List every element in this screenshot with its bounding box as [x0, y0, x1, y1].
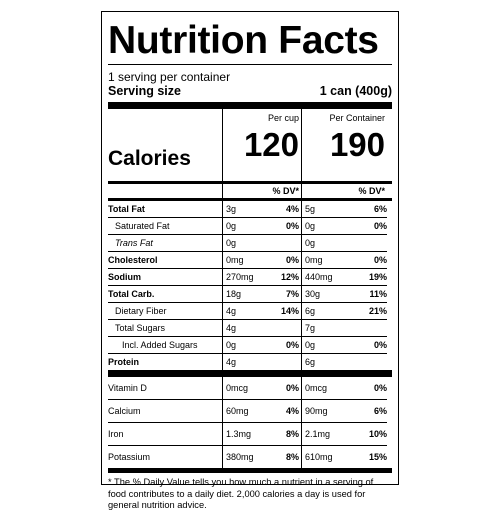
nutrient-amount-per-cup: 4g — [222, 354, 268, 370]
vitamin-amount-per-container: 2.1mg — [301, 423, 354, 446]
nutrient-amount-per-cup: 3g — [222, 201, 268, 218]
nutrient-dv-per-cup — [268, 354, 301, 370]
vitamin-amount-per-container: 610mg — [301, 446, 354, 468]
vitamin-dv-per-cup: 4% — [268, 400, 301, 423]
nutrient-name: Incl. Added Sugars — [108, 337, 222, 354]
nutrient-name: Protein — [108, 357, 140, 367]
serving-size-label: Serving size — [108, 84, 181, 98]
nutrient-dv-per-cup: 12% — [268, 269, 301, 286]
nutrient-dv-per-container: 19% — [354, 269, 387, 286]
vitamin-dv-per-container: 15% — [368, 452, 387, 462]
serving-size-value: 1 can (400g) — [319, 84, 392, 98]
nutrient-amount-per-container: 6g — [301, 303, 354, 320]
vitamin-table: Vitamin D 0mcg 0% 0mcg 0% Calcium 60mg 4% 90mg 6%… — [108, 377, 392, 468]
nutrient-name: Cholesterol — [108, 252, 222, 269]
dv-header-per-cup: % DV* — [222, 184, 301, 198]
label-title: Nutrition Facts — [108, 19, 379, 62]
nutrient-amount-per-container: 30g — [301, 286, 354, 303]
nutrient-dv-per-cup: 14% — [268, 303, 301, 320]
nutrient-name: Total Sugars — [108, 320, 222, 337]
vitamin-amount-per-cup: 380mg — [222, 446, 268, 468]
nutrient-amount-per-container: 0g — [301, 235, 354, 252]
nutrition-label: Nutrition Facts 1 serving per container … — [101, 11, 399, 510]
vitamin-dv-per-container: 0% — [354, 377, 387, 400]
nutrient-dv-per-container: 6% — [354, 201, 387, 218]
footnote: * The % Daily Value tells you how much a… — [108, 477, 374, 510]
col-header-per-cup: Per cup — [267, 113, 299, 123]
nutrient-name: Saturated Fat — [108, 218, 222, 235]
vitamin-amount-per-container: 90mg — [301, 400, 354, 423]
nutrient-dv-per-cup: 4% — [268, 201, 301, 218]
vitamin-dv-per-cup: 8% — [285, 452, 299, 462]
nutrient-name: Trans Fat — [108, 235, 222, 252]
vitamin-dv-per-cup: 8% — [268, 423, 301, 446]
servings-per-container: 1 serving per container — [108, 70, 231, 84]
nutrient-table: Total Fat 3g 4% 5g 6% Saturated Fat 0g 0% 0g 0% Tr… — [108, 201, 392, 370]
nutrient-amount-per-cup: 0g — [222, 337, 268, 354]
vitamin-amount-per-cup: 60mg — [222, 400, 268, 423]
vitamin-name: Iron — [108, 423, 222, 446]
nutrient-amount-per-container: 5g — [301, 201, 354, 218]
nutrient-amount-per-cup: 270mg — [222, 269, 268, 286]
nutrient-amount-per-cup: 0mg — [222, 252, 268, 269]
nutrient-amount-per-container: 7g — [301, 320, 354, 337]
vitamin-amount-per-cup: 1.3mg — [222, 423, 268, 446]
nutrient-dv-per-cup: 0% — [268, 252, 301, 269]
nutrient-amount-per-cup: 4g — [222, 320, 268, 337]
nutrient-dv-per-cup: 7% — [268, 286, 301, 303]
nutrient-amount-per-cup: 0g — [222, 235, 268, 252]
nutrient-amount-per-container: 6g — [301, 354, 354, 370]
serving-size-row: Serving size 1 can (400g) — [108, 84, 392, 102]
nutrient-dv-per-container — [354, 235, 387, 252]
nutrient-dv-per-container: 0% — [354, 218, 387, 235]
nutrient-name: Total Fat — [108, 201, 222, 218]
vitamin-name: Vitamin D — [108, 377, 222, 400]
nutrient-dv-per-cup: 0% — [268, 218, 301, 235]
nutrient-dv-per-container: 11% — [354, 286, 387, 303]
vitamin-dv-per-container: 6% — [354, 400, 387, 423]
nutrient-name: Sodium — [108, 269, 222, 286]
calories-per-cup: 120 — [243, 126, 299, 163]
calories-col-per-container: Per Container 190 — [301, 109, 387, 181]
nutrient-dv-per-cup: 0% — [268, 337, 301, 354]
calories-label: Calories — [108, 147, 191, 170]
nutrient-amount-per-container: 440mg — [301, 269, 354, 286]
dv-header-per-container: % DV* — [301, 184, 387, 198]
nutrient-amount-per-container: 0g — [301, 337, 354, 354]
nutrient-dv-per-container — [354, 320, 387, 337]
nutrient-dv-per-container — [354, 354, 387, 370]
nutrient-name: Total Carb. — [108, 286, 222, 303]
nutrient-amount-per-cup: 18g — [222, 286, 268, 303]
calories-per-container: 190 — [329, 126, 385, 163]
nutrient-dv-per-cup — [268, 320, 301, 337]
calories-col-per-cup: Per cup 120 — [222, 109, 301, 181]
nutrient-dv-per-cup — [268, 235, 301, 252]
vitamin-dv-per-container: 10% — [354, 423, 387, 446]
nutrient-amount-per-cup: 0g — [222, 218, 268, 235]
nutrient-name: Dietary Fiber — [108, 303, 222, 320]
nutrient-dv-per-container: 21% — [354, 303, 387, 320]
nutrient-amount-per-container: 0mg — [301, 252, 354, 269]
vitamin-name: Potassium — [108, 452, 151, 462]
dv-header-row: % DV* % DV* — [108, 184, 392, 198]
nutrient-dv-per-container: 0% — [354, 337, 387, 354]
nutrient-amount-per-container: 0g — [301, 218, 354, 235]
nutrient-amount-per-cup: 4g — [222, 303, 268, 320]
vitamin-amount-per-container: 0mcg — [301, 377, 354, 400]
vitamin-amount-per-cup: 0mcg — [222, 377, 268, 400]
nutrient-dv-per-container: 0% — [354, 252, 387, 269]
calories-section: Calories Per cup 120 Per Container 190 — [108, 109, 392, 181]
col-header-per-container: Per Container — [329, 113, 385, 123]
vitamin-name: Calcium — [108, 400, 222, 423]
vitamin-dv-per-cup: 0% — [268, 377, 301, 400]
